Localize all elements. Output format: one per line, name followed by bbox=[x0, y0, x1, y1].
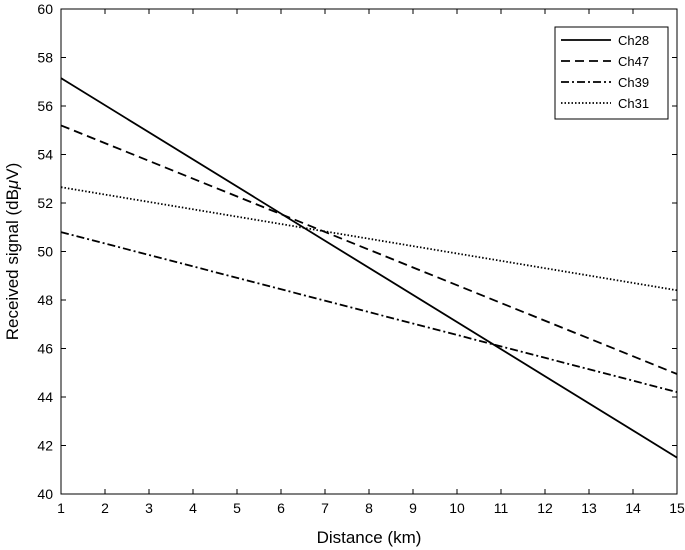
plot-area-frame bbox=[60, 8, 678, 495]
y-tick-label: 50 bbox=[37, 244, 53, 260]
x-tick-label: 9 bbox=[409, 500, 417, 516]
y-tick-label: 40 bbox=[37, 486, 53, 502]
y-axis-label-main: Received signal (dB bbox=[3, 189, 22, 340]
series-line-ch28 bbox=[60, 77, 678, 459]
x-axis-label: Distance (km) bbox=[317, 528, 422, 547]
y-axis-label-mu: μ bbox=[3, 179, 22, 190]
legend-label: Ch31 bbox=[618, 96, 649, 111]
x-tick-label: 7 bbox=[321, 500, 329, 516]
y-tick-label: 58 bbox=[37, 50, 53, 66]
legend-label: Ch39 bbox=[618, 75, 649, 90]
y-tick-label: 54 bbox=[37, 147, 53, 163]
x-tick-label: 1 bbox=[57, 500, 65, 516]
x-tick-label: 4 bbox=[189, 500, 197, 516]
series-line-ch47 bbox=[60, 124, 678, 375]
y-tick-label: 56 bbox=[37, 98, 53, 114]
axis-ticks: 1 2 3 4 5 6 7 8 9 10 11 12 13 14 154042444648505254565… bbox=[37, 1, 685, 516]
series-line-ch31 bbox=[60, 186, 678, 292]
legend-box bbox=[554, 26, 669, 120]
series-lines bbox=[60, 77, 678, 459]
legend-label: Ch28 bbox=[618, 33, 649, 48]
x-tick-label: 10 bbox=[449, 500, 465, 516]
x-tick-label: 14 bbox=[625, 500, 641, 516]
y-axis-label-unit: V) bbox=[3, 163, 22, 180]
x-tick-label: 12 bbox=[537, 500, 553, 516]
y-tick-label: 42 bbox=[37, 438, 53, 454]
x-tick-label: 13 bbox=[581, 500, 597, 516]
legend: Ch28 Ch47 Ch39 Ch31 bbox=[554, 26, 669, 120]
y-tick-label: 52 bbox=[37, 195, 53, 211]
x-tick-label: 3 bbox=[145, 500, 153, 516]
y-tick-label: 46 bbox=[37, 341, 53, 357]
x-tick-label: 5 bbox=[233, 500, 241, 516]
series-line-ch39 bbox=[60, 231, 678, 393]
x-tick-label: 15 bbox=[669, 500, 685, 516]
x-tick-label: 8 bbox=[365, 500, 373, 516]
y-tick-label: 44 bbox=[37, 389, 53, 405]
x-tick-label: 11 bbox=[494, 500, 509, 516]
y-tick-label: 60 bbox=[37, 1, 53, 17]
y-axis-label: Received signal (dBμV) bbox=[3, 163, 22, 341]
x-tick-label: 2 bbox=[101, 500, 109, 516]
y-tick-label: 48 bbox=[37, 292, 53, 308]
legend-label: Ch47 bbox=[618, 54, 649, 69]
x-tick-label: 6 bbox=[277, 500, 285, 516]
